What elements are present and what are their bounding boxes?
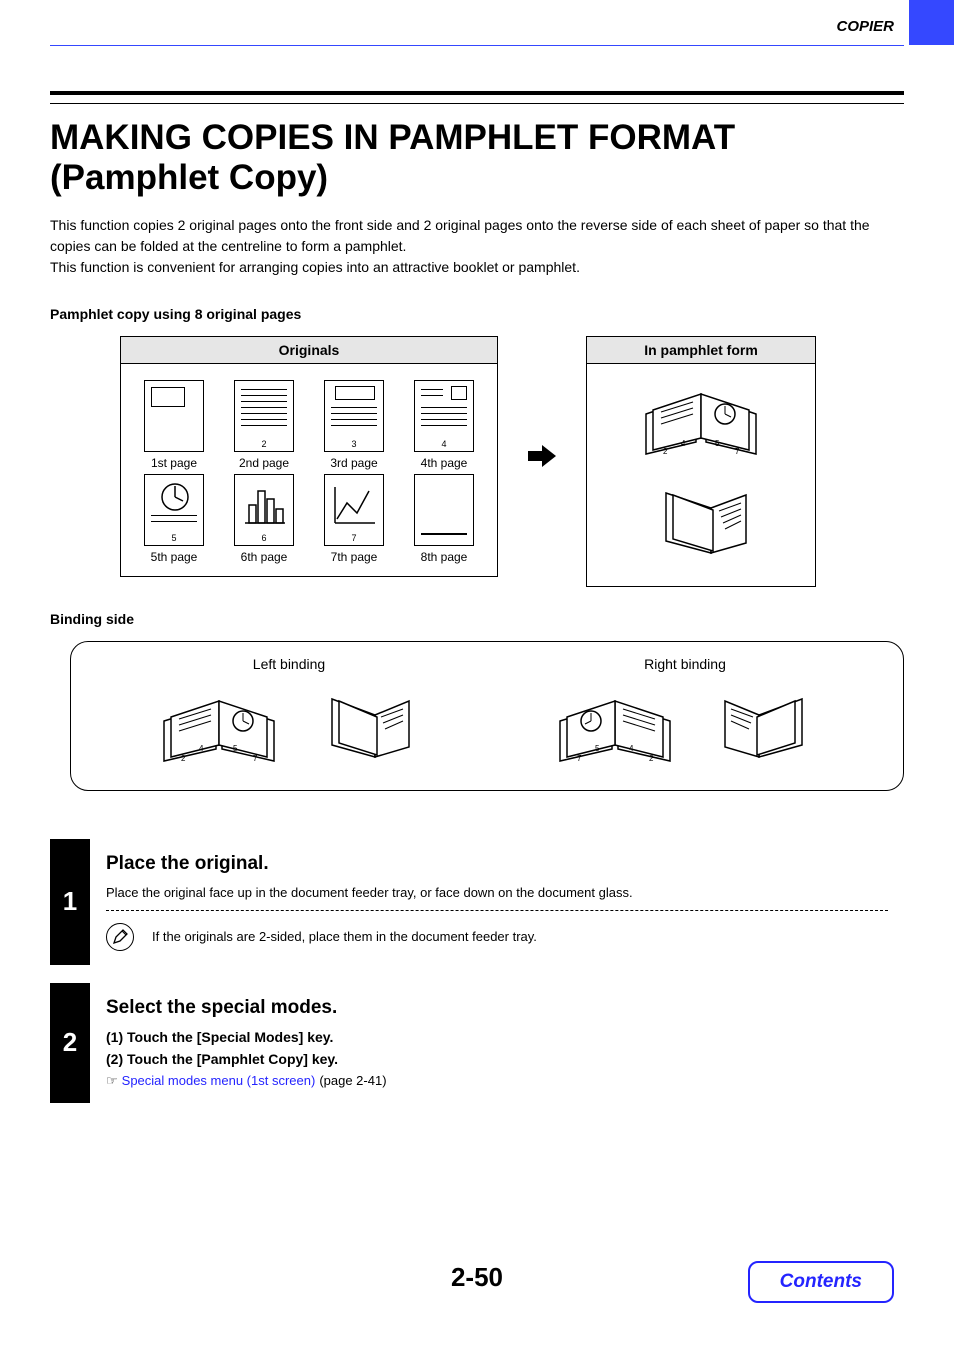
binding-box: Left binding 4 5 2 7: [70, 641, 904, 791]
example-heading: Pamphlet copy using 8 original pages: [50, 306, 904, 322]
original-page-4: 4 4th page: [403, 380, 485, 470]
original-page-6: 6 6th page: [223, 474, 305, 564]
step-2-reference: ☞ Special modes menu (1st screen) (page …: [106, 1073, 888, 1089]
intro-text: This function copies 2 original pages on…: [50, 215, 904, 278]
step-1-title: Place the original.: [106, 853, 888, 875]
original-page-7: 7 7th page: [313, 474, 395, 564]
step-2-item-2: (2) Touch the [Pamphlet Copy] key.: [106, 1051, 888, 1067]
step-1: 1 Place the original. Place the original…: [50, 839, 904, 965]
booklet-folded-icon: [631, 478, 771, 568]
section-label: COPIER: [836, 18, 894, 35]
left-binding-folded-icon: [309, 682, 429, 772]
svg-text:5: 5: [233, 744, 238, 753]
svg-text:4: 4: [199, 744, 204, 753]
originals-panel: Originals 1st page 2 2nd page: [120, 336, 498, 577]
step-1-number: 1: [50, 839, 90, 965]
top-bar: COPIER: [0, 0, 954, 45]
intro-line-2: This function is convenient for arrangin…: [50, 259, 580, 275]
svg-text:4: 4: [681, 439, 686, 448]
binding-heading: Binding side: [50, 611, 904, 627]
svg-text:5: 5: [715, 439, 720, 448]
step-1-note: If the originals are 2-sided, place them…: [106, 923, 888, 951]
reference-link[interactable]: Special modes menu (1st screen): [122, 1073, 316, 1088]
step-1-divider: [106, 910, 888, 911]
title-rule-thin: [50, 103, 904, 104]
step-2: 2 Select the special modes. (1) Touch th…: [50, 983, 904, 1103]
right-binding-col: Right binding: [487, 656, 883, 772]
originals-grid: 1st page 2 2nd page: [121, 364, 497, 576]
step-1-text: Place the original face up in the docume…: [106, 885, 888, 900]
svg-text:2: 2: [663, 447, 668, 456]
pamphlet-panel: In pamphlet form 4: [586, 336, 816, 587]
booklet-open-icon: 4 5 2 7: [626, 382, 776, 462]
svg-text:5: 5: [595, 744, 600, 753]
arrow-icon: [528, 336, 556, 576]
left-binding-col: Left binding 4 5 2 7: [91, 656, 487, 772]
left-binding-open-icon: 4 5 2 7: [149, 682, 289, 772]
original-page-5: 5 5th page: [133, 474, 215, 564]
step-2-number: 2: [50, 983, 90, 1103]
original-page-8: 8th page: [403, 474, 485, 564]
svg-text:2: 2: [649, 754, 654, 763]
reference-page: (page 2-41): [319, 1073, 386, 1088]
left-binding-label: Left binding: [91, 656, 487, 672]
svg-text:2: 2: [181, 754, 186, 763]
example-row: Originals 1st page 2 2nd page: [120, 336, 904, 587]
pamphlet-header: In pamphlet form: [587, 337, 815, 364]
right-binding-label: Right binding: [487, 656, 883, 672]
pointer-icon: ☞: [106, 1073, 118, 1089]
svg-text:7: 7: [735, 447, 740, 456]
page-title: MAKING COPIES IN PAMPHLET FORMAT (Pamphl…: [50, 118, 904, 199]
right-binding-open-icon: 5 4 7 2: [545, 682, 685, 772]
svg-text:7: 7: [577, 754, 582, 763]
step-2-title: Select the special modes.: [106, 997, 888, 1019]
title-rule-thick: [50, 91, 904, 95]
step-1-note-text: If the originals are 2-sided, place them…: [152, 929, 537, 944]
page-content: MAKING COPIES IN PAMPHLET FORMAT (Pamphl…: [0, 46, 954, 1103]
step-2-item-1: (1) Touch the [Special Modes] key.: [106, 1029, 888, 1045]
section-tab: [909, 0, 954, 45]
intro-line-1: This function copies 2 original pages on…: [50, 217, 870, 254]
original-page-1: 1st page: [133, 380, 215, 470]
pencil-icon: [106, 923, 134, 951]
pamphlet-body: 4 5 2 7: [587, 364, 815, 586]
contents-button[interactable]: Contents: [748, 1261, 894, 1303]
svg-text:7: 7: [253, 754, 258, 763]
svg-text:4: 4: [629, 744, 634, 753]
originals-header: Originals: [121, 337, 497, 364]
original-page-3: 3 3rd page: [313, 380, 395, 470]
right-binding-folded-icon: [705, 682, 825, 772]
original-page-2: 2 2nd page: [223, 380, 305, 470]
